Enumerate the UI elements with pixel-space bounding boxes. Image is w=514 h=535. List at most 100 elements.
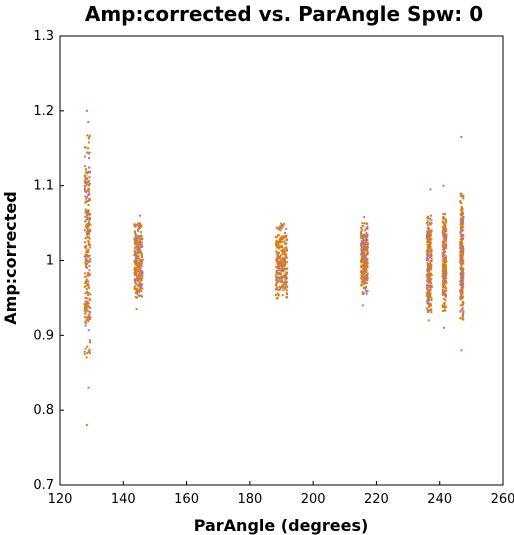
- data-point: [83, 165, 86, 168]
- data-point: [445, 305, 448, 308]
- data-point: [278, 239, 281, 242]
- data-point: [85, 219, 88, 222]
- data-point: [85, 297, 88, 300]
- data-point: [459, 223, 462, 226]
- data-point: [460, 265, 463, 268]
- data-point: [134, 271, 137, 274]
- data-point: [428, 309, 431, 312]
- data-point: [275, 244, 277, 246]
- data-point: [280, 262, 283, 265]
- data-point: [135, 274, 138, 277]
- data-point: [365, 278, 368, 281]
- data-point: [366, 262, 369, 264]
- data-point: [276, 279, 279, 282]
- y-tick-label-4: 1.1: [33, 179, 54, 194]
- data-point: [430, 297, 433, 300]
- data-point: [88, 219, 91, 222]
- data-point: [84, 259, 87, 262]
- data-point: [441, 283, 444, 286]
- data-point: [89, 341, 91, 344]
- data-point: [366, 266, 369, 269]
- data-point: [459, 228, 462, 231]
- data-point: [88, 306, 91, 309]
- data-point: [136, 288, 139, 291]
- data-point: [283, 283, 286, 286]
- data-point: [138, 223, 141, 226]
- data-point: [461, 290, 464, 293]
- data-point: [135, 270, 138, 273]
- data-point: [84, 307, 86, 310]
- data-point: [278, 280, 280, 283]
- data-point: [461, 279, 464, 282]
- data-point: [137, 284, 140, 287]
- cluster-0: [83, 109, 92, 427]
- data-point: [88, 231, 91, 234]
- data-point: [137, 241, 139, 244]
- data-point: [283, 282, 286, 284]
- data-point: [426, 284, 429, 287]
- data-point: [366, 251, 369, 254]
- data-point: [462, 272, 464, 275]
- data-point: [461, 297, 464, 300]
- data-point: [86, 266, 89, 269]
- data-point: [442, 310, 444, 312]
- data-point: [460, 217, 463, 220]
- data-point: [443, 254, 446, 257]
- data-point: [429, 241, 432, 243]
- data-point: [427, 284, 430, 287]
- data-point: [363, 267, 366, 269]
- data-point: [139, 270, 142, 273]
- data-point: [360, 265, 363, 268]
- data-point: [87, 261, 90, 264]
- data-point: [364, 241, 367, 244]
- data-point: [444, 240, 447, 243]
- data-point: [366, 273, 369, 276]
- data-point: [442, 240, 445, 243]
- data-point: [84, 253, 87, 256]
- data-point: [279, 240, 282, 243]
- outlier-point: [139, 214, 142, 217]
- data-point: [460, 263, 463, 266]
- data-point: [88, 192, 91, 195]
- data-point: [276, 252, 279, 255]
- data-point: [87, 255, 90, 258]
- x-tick-label-3: 180: [237, 492, 262, 507]
- data-point: [443, 264, 446, 267]
- data-point: [139, 277, 142, 280]
- data-point: [279, 255, 282, 258]
- data-point: [365, 231, 368, 234]
- data-point: [429, 260, 432, 263]
- data-point: [460, 249, 463, 252]
- data-point: [276, 254, 279, 257]
- data-point: [365, 236, 368, 239]
- data-point: [442, 270, 444, 273]
- data-point: [141, 277, 143, 280]
- data-point: [134, 243, 137, 246]
- data-point: [84, 176, 87, 179]
- data-point: [135, 223, 138, 226]
- data-point: [445, 234, 448, 237]
- data-point: [430, 278, 433, 281]
- data-point: [460, 287, 463, 290]
- x-tick-label-7: 260: [491, 492, 514, 507]
- data-point: [84, 178, 87, 181]
- data-point: [282, 269, 285, 271]
- data-point: [275, 273, 278, 276]
- data-point: [136, 265, 139, 268]
- data-point: [133, 249, 136, 252]
- data-point: [84, 211, 87, 214]
- data-point: [460, 247, 463, 250]
- data-point: [459, 290, 462, 293]
- data-point: [138, 267, 141, 270]
- data-point: [362, 243, 365, 246]
- data-point: [88, 182, 91, 185]
- data-point: [444, 290, 447, 293]
- data-point: [85, 306, 88, 308]
- data-point: [137, 251, 140, 254]
- data-point: [459, 245, 462, 248]
- data-point: [139, 274, 142, 277]
- data-point: [87, 243, 90, 246]
- data-point: [277, 241, 279, 244]
- data-point: [444, 308, 446, 311]
- data-point: [363, 270, 366, 273]
